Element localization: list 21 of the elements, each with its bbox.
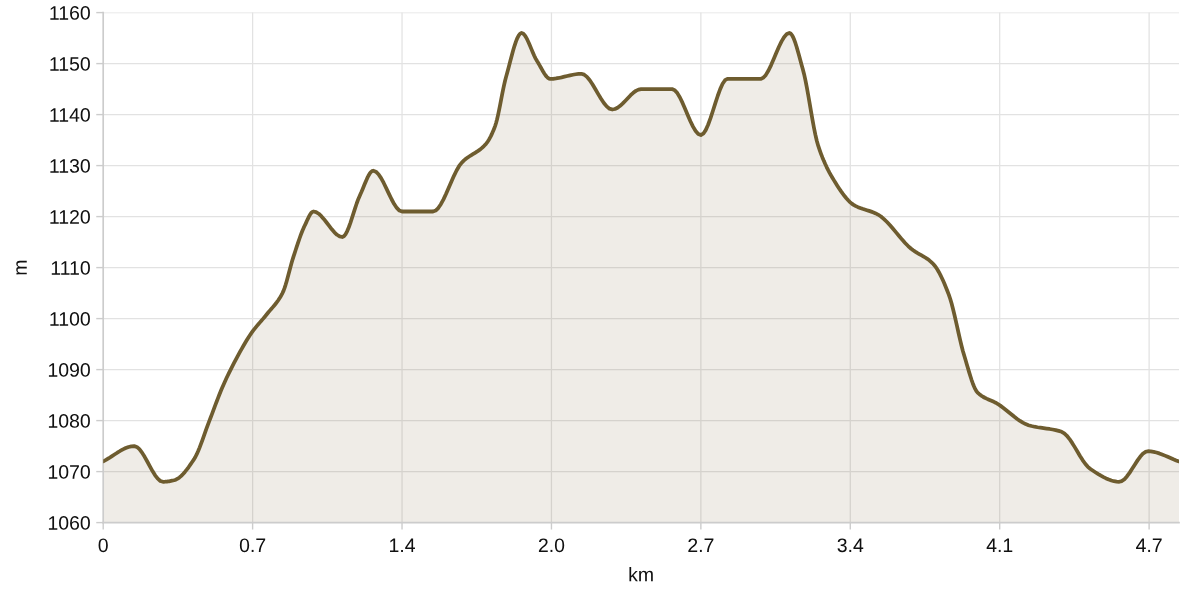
y-tick-label: 1100	[50, 312, 90, 326]
x-axis-title: km	[629, 567, 653, 582]
y-tick-label: 1070	[48, 465, 90, 479]
x-tick-label: 0	[98, 538, 108, 553]
y-tick-label: 1140	[50, 108, 90, 122]
y-tick-label: 1060	[48, 516, 90, 530]
x-tick-label: 3.4	[837, 538, 864, 553]
x-tick-label: 2.7	[688, 538, 714, 552]
y-tick-label: 1160	[50, 6, 90, 20]
y-tick-label: 1150	[50, 57, 90, 71]
y-tick-label: 1090	[48, 363, 90, 377]
x-tick-label: 2.0	[538, 538, 565, 553]
y-tick-label: 1130	[50, 159, 90, 173]
x-tick-label: 4.7	[1136, 538, 1162, 552]
x-tick-label: 4.1	[986, 538, 1013, 552]
x-tick-label: 0.7	[239, 538, 266, 553]
x-tick-label: 1.4	[390, 538, 415, 552]
y-axis-title: m	[16, 260, 27, 275]
y-tick-label: 1080	[48, 414, 90, 428]
y-tick-label: 1120	[50, 210, 90, 224]
y-tick-label: 1110	[51, 261, 90, 275]
